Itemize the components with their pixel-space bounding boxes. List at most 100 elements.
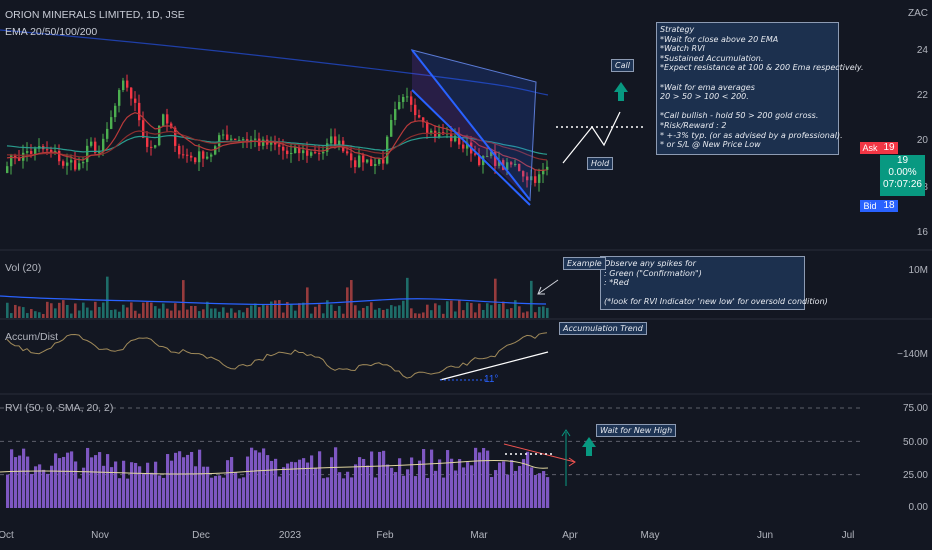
rvi-bar [382, 450, 386, 508]
volume-bar [130, 302, 133, 318]
candle-body [138, 102, 141, 121]
volume-bar [274, 300, 277, 318]
rvi-bar [230, 457, 234, 508]
candle-body [426, 122, 429, 134]
volume-bar [246, 307, 249, 318]
volume-bar [270, 301, 273, 318]
volume-bar [426, 304, 429, 318]
volume-note[interactable]: Observe any spikes for: Green ("Confirma… [600, 256, 828, 310]
candle-body [46, 149, 49, 151]
rvi-bar [314, 467, 318, 508]
rvi-bar [378, 451, 382, 508]
x-tick-apr: Apr [562, 530, 578, 541]
rvi-bar [506, 474, 510, 508]
candle-body [118, 90, 121, 106]
candle-body [98, 151, 101, 153]
strategy-note-line: *Sustained Accumulation. [660, 53, 764, 63]
example-tag[interactable]: Example [563, 257, 606, 270]
price-tick-16: 16 [916, 227, 928, 238]
candle-body [250, 139, 253, 142]
price-tick-20: 20 [916, 135, 928, 146]
rvi-bar [166, 454, 170, 508]
rvi-bar [242, 477, 246, 508]
rvi-bar [458, 459, 462, 508]
strategy-note[interactable]: Strategy *Wait for close above 20 EMA *Wat… [656, 22, 864, 155]
last-price-box: 19 0.00% 07:07:26 [880, 155, 925, 196]
rvi-up-arrow-icon [582, 437, 596, 456]
volume-bar [398, 305, 401, 318]
candle-body [50, 149, 53, 153]
volume-bar [170, 310, 173, 318]
rvi-bar [538, 473, 542, 508]
rvi-bar [462, 467, 466, 508]
volume-bar [374, 309, 377, 318]
volume-bar [238, 310, 241, 318]
rvi-bar [218, 475, 222, 508]
candle-body [162, 114, 165, 126]
volume-note-line: : Green ("Confirmation") [604, 268, 702, 278]
strategy-note-line: *Wait for ema averages [660, 82, 755, 92]
volume-bar [206, 301, 209, 318]
accumulation-trend-tag[interactable]: Accumulation Trend [559, 322, 647, 335]
rvi-bar [486, 450, 490, 508]
rvi-bar [38, 464, 42, 508]
strategy-note-line: *Risk/Reward : 2 [660, 120, 727, 130]
candle-body [234, 138, 237, 141]
volume-bar [22, 307, 25, 318]
volume-bar [286, 302, 289, 318]
rvi-bar [302, 458, 306, 508]
candle-body [402, 96, 405, 102]
candle-body [242, 139, 245, 141]
candle-body [406, 96, 409, 98]
call-tag[interactable]: Call [611, 59, 634, 72]
rvi-bar [394, 472, 398, 508]
volume-bar [350, 280, 353, 318]
candle-body [518, 163, 521, 172]
rvi-bar [498, 462, 502, 508]
volume-bar [54, 308, 57, 318]
candle-body [54, 150, 57, 153]
candle-body [174, 127, 177, 146]
volume-bar [462, 310, 465, 318]
candle-body [142, 120, 145, 138]
candle-body [166, 114, 169, 124]
wait-new-high-tag[interactable]: Wait for New High [596, 424, 677, 437]
rvi-bar [362, 458, 366, 508]
volume-bar [482, 309, 485, 318]
rvi-bar [442, 477, 446, 508]
rvi-bar [190, 451, 194, 508]
candle-body [198, 151, 201, 163]
volume-bar [86, 307, 89, 318]
rvi-bar [346, 471, 350, 508]
volume-bar [294, 310, 297, 318]
rvi-bar [270, 460, 274, 508]
volume-bar [66, 305, 69, 318]
candle-body [458, 135, 461, 145]
rvi-down-arrowhead [568, 457, 576, 467]
rvi-bar [350, 477, 354, 508]
volume-bar [214, 308, 217, 318]
rvi-bars-group [6, 447, 550, 508]
volume-bar [62, 300, 65, 318]
volume-bar [74, 303, 77, 318]
volume-bar [494, 278, 497, 318]
volume-bar [190, 305, 193, 318]
candle-body [430, 130, 433, 134]
volume-bar [442, 313, 445, 318]
candle-body [214, 146, 217, 155]
volume-bar [414, 313, 417, 318]
rvi-bar [482, 448, 486, 508]
rvi-bar [222, 477, 226, 508]
volume-bar [14, 304, 17, 318]
candle-body [366, 159, 369, 163]
last-price: 19 [896, 155, 909, 166]
volume-bar [334, 310, 337, 318]
candle-body [506, 162, 509, 170]
hold-tag[interactable]: Hold [587, 157, 614, 170]
candle-body [86, 145, 89, 163]
candle-body [474, 153, 477, 155]
rvi-bar [266, 455, 270, 508]
volume-bar [222, 307, 225, 318]
rvi-bar [10, 449, 14, 508]
